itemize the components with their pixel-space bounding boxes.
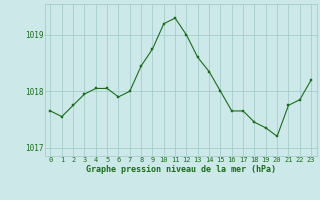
X-axis label: Graphe pression niveau de la mer (hPa): Graphe pression niveau de la mer (hPa): [86, 165, 276, 174]
